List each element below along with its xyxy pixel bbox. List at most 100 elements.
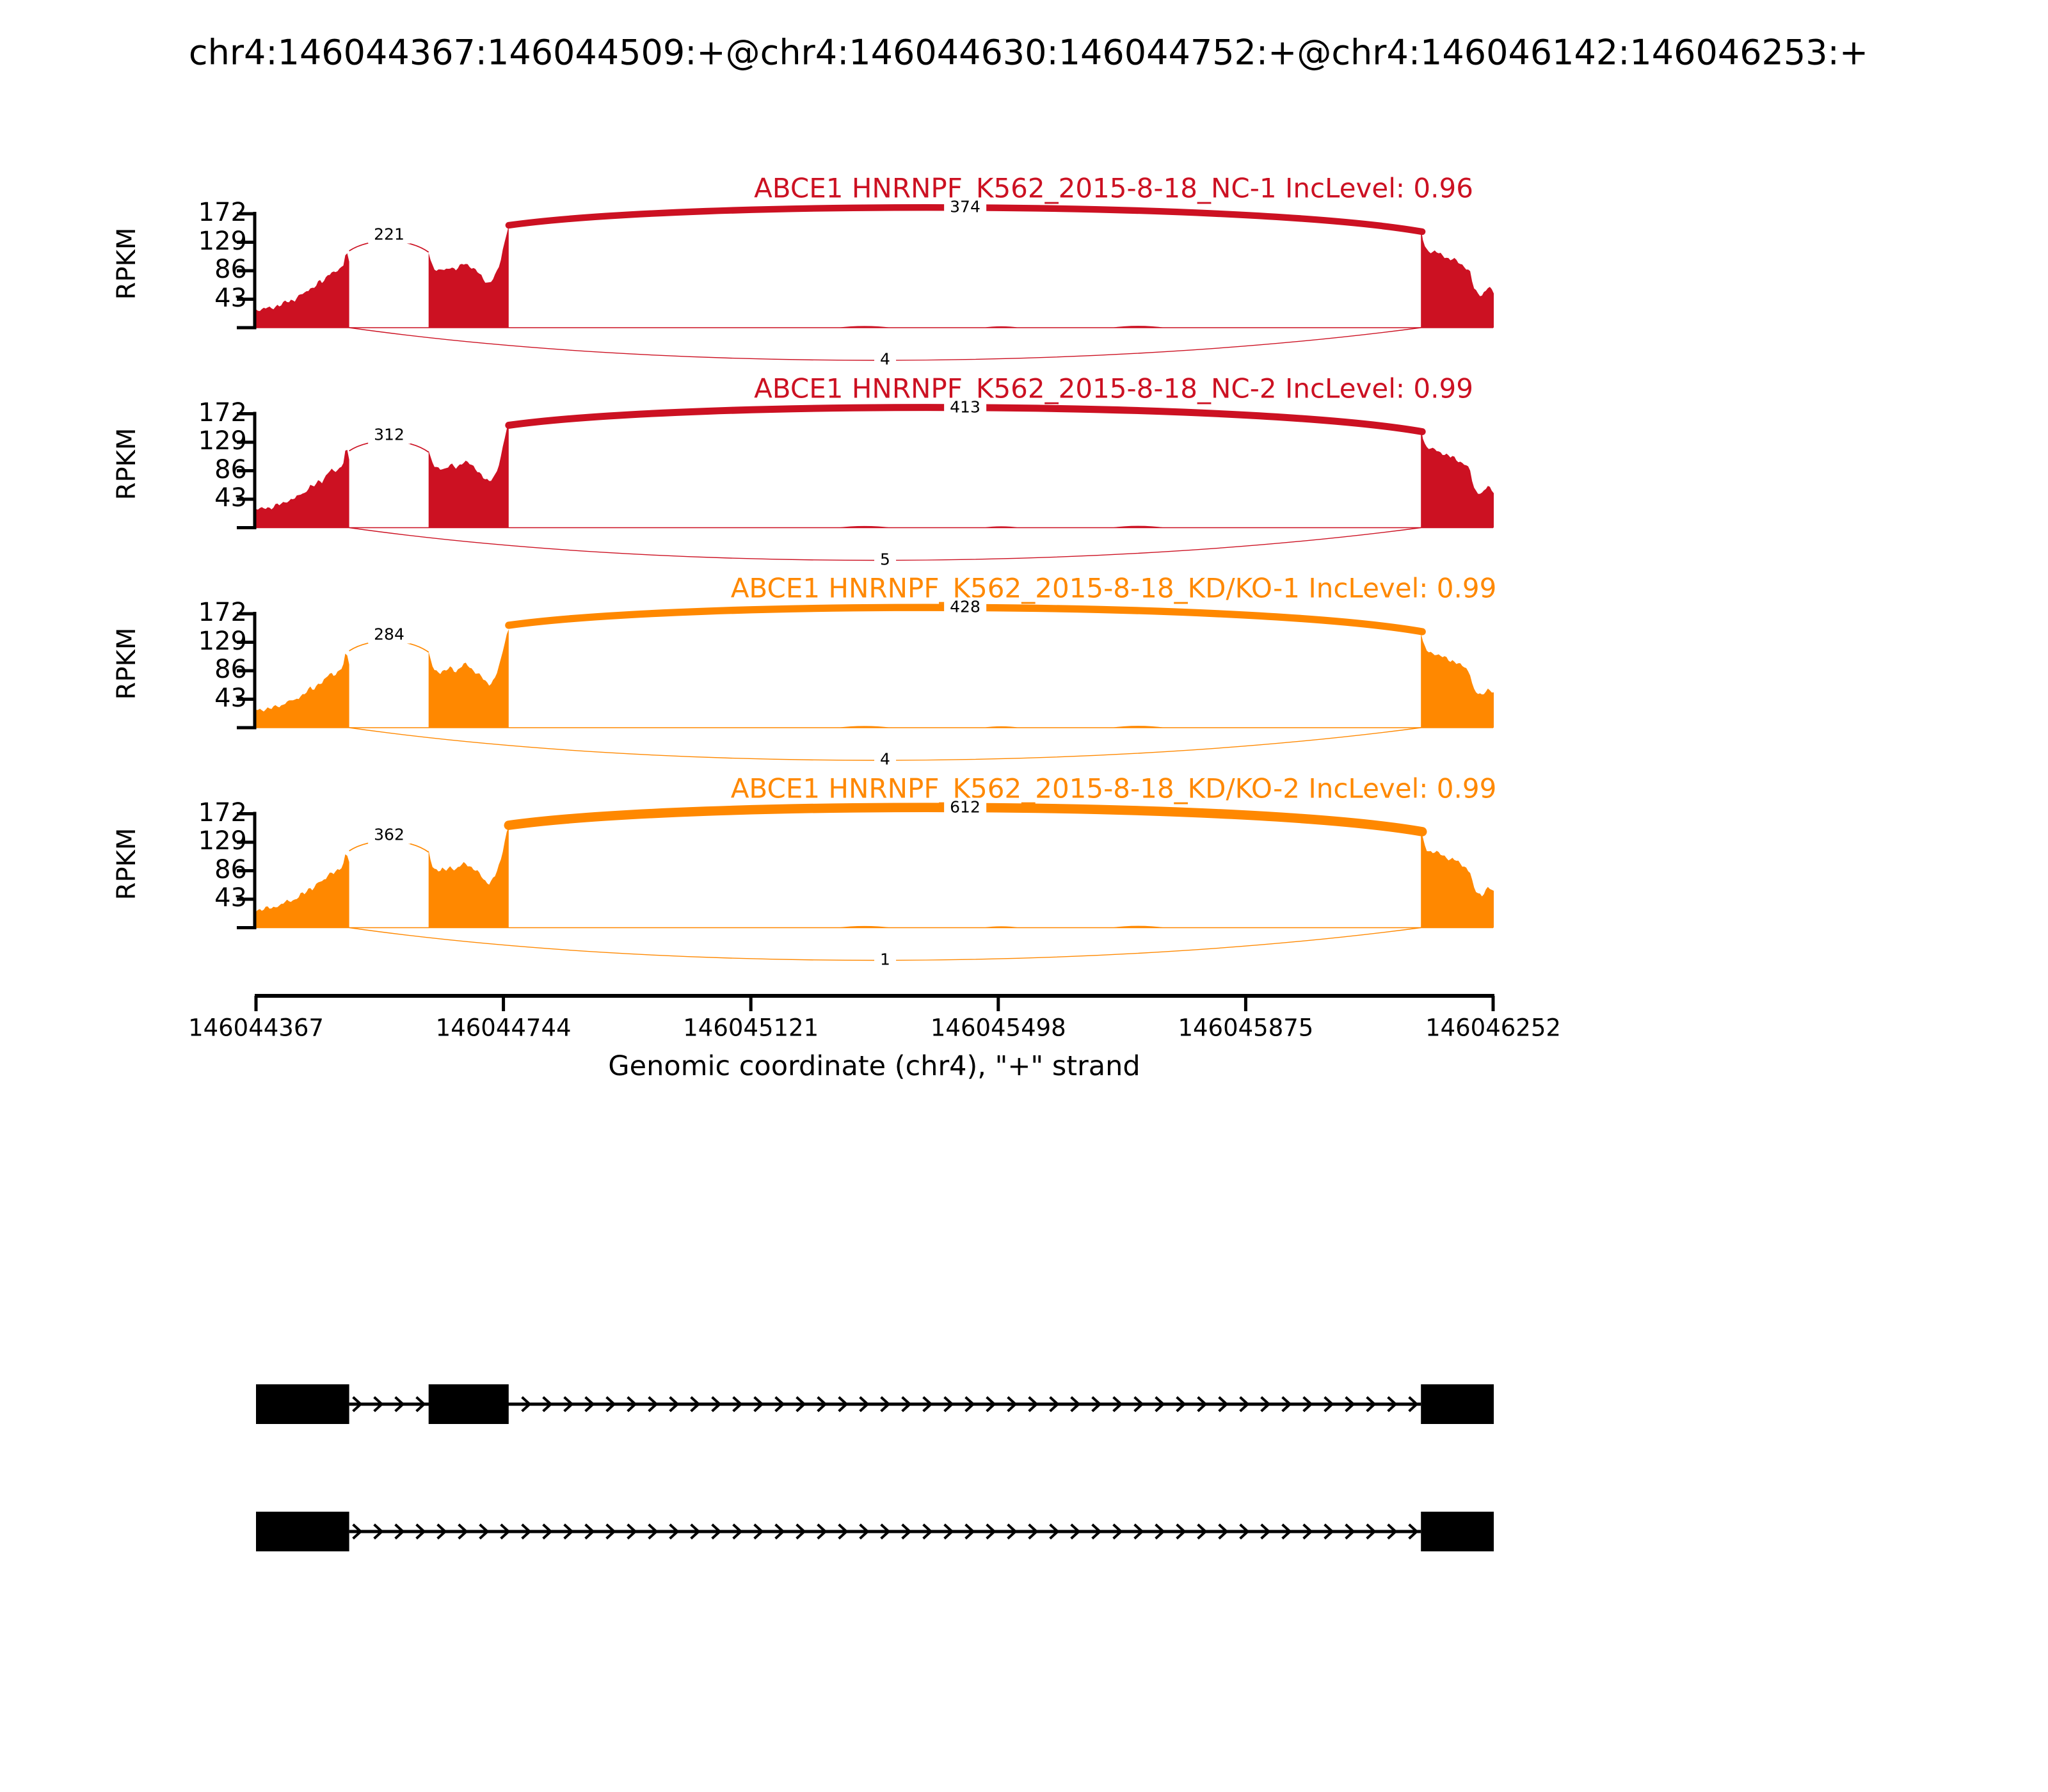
strand-arrow-icon xyxy=(1218,1396,1229,1412)
track-label: ABCE1 HNRNPF_K562_2015-8-18_NC-2 IncLeve… xyxy=(754,372,1473,404)
strand-arrow-icon xyxy=(1408,1523,1419,1540)
strand-arrow-icon xyxy=(627,1396,637,1412)
strand-arrow-icon xyxy=(542,1396,553,1412)
strand-arrow-icon xyxy=(563,1396,574,1412)
x-tick-label: 146045875 xyxy=(1178,1014,1314,1042)
intron-coverage-bump xyxy=(836,525,892,528)
y-tick-label: 43 xyxy=(214,683,247,713)
intron-coverage-bump xyxy=(836,925,892,928)
strand-arrow-icon xyxy=(605,1396,616,1412)
strand-arrow-icon xyxy=(922,1396,933,1412)
intron-coverage-bump xyxy=(983,526,1020,528)
y-tick-label: 129 xyxy=(198,426,247,456)
y-tick-label: 129 xyxy=(198,626,247,656)
strand-arrow-icon xyxy=(1366,1523,1377,1540)
isoform-exon-box xyxy=(256,1512,349,1551)
junction-count-label: 221 xyxy=(368,225,410,244)
junction-count-label: 284 xyxy=(368,625,410,644)
strand-arrow-icon xyxy=(1197,1523,1208,1540)
junction-count-label: 362 xyxy=(368,825,410,844)
intron-coverage-bump xyxy=(1110,726,1166,728)
strand-arrow-icon xyxy=(901,1523,912,1540)
y-tick-label: 86 xyxy=(214,854,247,884)
x-axis-title: Genomic coordinate (chr4), "+" strand xyxy=(608,1050,1140,1082)
y-tick-label: 129 xyxy=(198,826,247,856)
intron-coverage-bump xyxy=(983,926,1020,928)
strand-arrow-icon xyxy=(394,1523,405,1540)
y-tick-label: 43 xyxy=(214,883,247,913)
coverage-area xyxy=(256,827,1494,928)
strand-arrow-icon xyxy=(1176,1523,1187,1540)
junction-count-label: 312 xyxy=(368,425,410,444)
strand-arrow-icon xyxy=(817,1523,828,1540)
strand-arrow-icon xyxy=(1260,1523,1271,1540)
strand-arrow-icon xyxy=(669,1523,680,1540)
strand-arrow-icon xyxy=(436,1523,447,1540)
strand-arrow-icon xyxy=(352,1396,363,1412)
intron-coverage-bump xyxy=(983,326,1020,328)
strand-arrow-icon xyxy=(1133,1396,1144,1412)
track-label: ABCE1 HNRNPF_K562_2015-8-18_KD/KO-1 IncL… xyxy=(730,572,1497,604)
strand-arrow-icon xyxy=(1091,1523,1102,1540)
y-axis-title: RPKM xyxy=(112,627,141,700)
strand-arrow-icon xyxy=(1302,1396,1313,1412)
strand-arrow-icon xyxy=(1112,1396,1123,1412)
strand-arrow-icon xyxy=(1218,1523,1229,1540)
strand-arrow-icon xyxy=(732,1523,743,1540)
strand-arrow-icon xyxy=(901,1396,912,1412)
strand-arrow-icon xyxy=(1387,1523,1398,1540)
strand-arrow-icon xyxy=(986,1523,996,1540)
track-label: ABCE1 HNRNPF_K562_2015-8-18_KD/KO-2 IncL… xyxy=(730,772,1497,804)
y-tick-label: 172 xyxy=(198,598,247,627)
strand-arrow-icon xyxy=(964,1396,975,1412)
strand-arrow-icon xyxy=(943,1523,954,1540)
strand-arrow-icon xyxy=(1281,1523,1292,1540)
strand-arrow-icon xyxy=(753,1523,764,1540)
intron-coverage-bump xyxy=(1110,326,1166,328)
strand-arrow-icon xyxy=(1070,1523,1081,1540)
strand-arrow-icon xyxy=(1155,1396,1165,1412)
strand-arrow-icon xyxy=(1197,1396,1208,1412)
intron-coverage-bump xyxy=(1110,925,1166,928)
strand-arrow-icon xyxy=(1049,1396,1060,1412)
strand-arrow-icon xyxy=(1070,1396,1081,1412)
junction-count-label: 4 xyxy=(874,749,896,769)
junction-count-label: 4 xyxy=(874,349,896,369)
strand-arrow-icon xyxy=(1324,1523,1334,1540)
y-tick-label: 43 xyxy=(214,483,247,513)
strand-arrow-icon xyxy=(753,1396,764,1412)
y-tick-label: 172 xyxy=(198,397,247,428)
y-axis-title: RPKM xyxy=(112,828,141,900)
strand-arrow-icon xyxy=(415,1396,426,1412)
y-tick-label: 129 xyxy=(198,226,247,256)
coverage-area xyxy=(256,422,1494,528)
strand-arrow-icon xyxy=(1387,1396,1398,1412)
y-tick-label: 86 xyxy=(214,255,247,284)
strand-arrow-icon xyxy=(1091,1396,1102,1412)
strand-arrow-icon xyxy=(1408,1396,1419,1412)
strand-arrow-icon xyxy=(542,1523,553,1540)
intron-coverage-bump xyxy=(836,726,892,728)
coverage-area xyxy=(256,225,1494,328)
y-axis-title: RPKM xyxy=(112,227,141,300)
strand-arrow-icon xyxy=(838,1396,849,1412)
strand-arrow-icon xyxy=(774,1523,785,1540)
strand-arrow-icon xyxy=(1007,1396,1018,1412)
strand-arrow-icon xyxy=(774,1396,785,1412)
track-label: ABCE1 HNRNPF_K562_2015-8-18_NC-1 IncLeve… xyxy=(754,172,1473,204)
strand-arrow-icon xyxy=(859,1523,870,1540)
y-tick-label: 86 xyxy=(214,454,247,484)
strand-arrow-icon xyxy=(922,1523,933,1540)
strand-arrow-icon xyxy=(373,1396,384,1412)
strand-arrow-icon xyxy=(415,1523,426,1540)
strand-arrow-icon xyxy=(690,1523,701,1540)
strand-arrow-icon xyxy=(1324,1396,1334,1412)
strand-arrow-icon xyxy=(521,1396,532,1412)
strand-arrow-icon xyxy=(1345,1523,1356,1540)
strand-arrow-icon xyxy=(373,1523,384,1540)
strand-arrow-icon xyxy=(521,1523,532,1540)
strand-arrow-icon xyxy=(1007,1523,1018,1540)
junction-count-label: 374 xyxy=(944,197,986,216)
strand-arrow-icon xyxy=(500,1523,511,1540)
